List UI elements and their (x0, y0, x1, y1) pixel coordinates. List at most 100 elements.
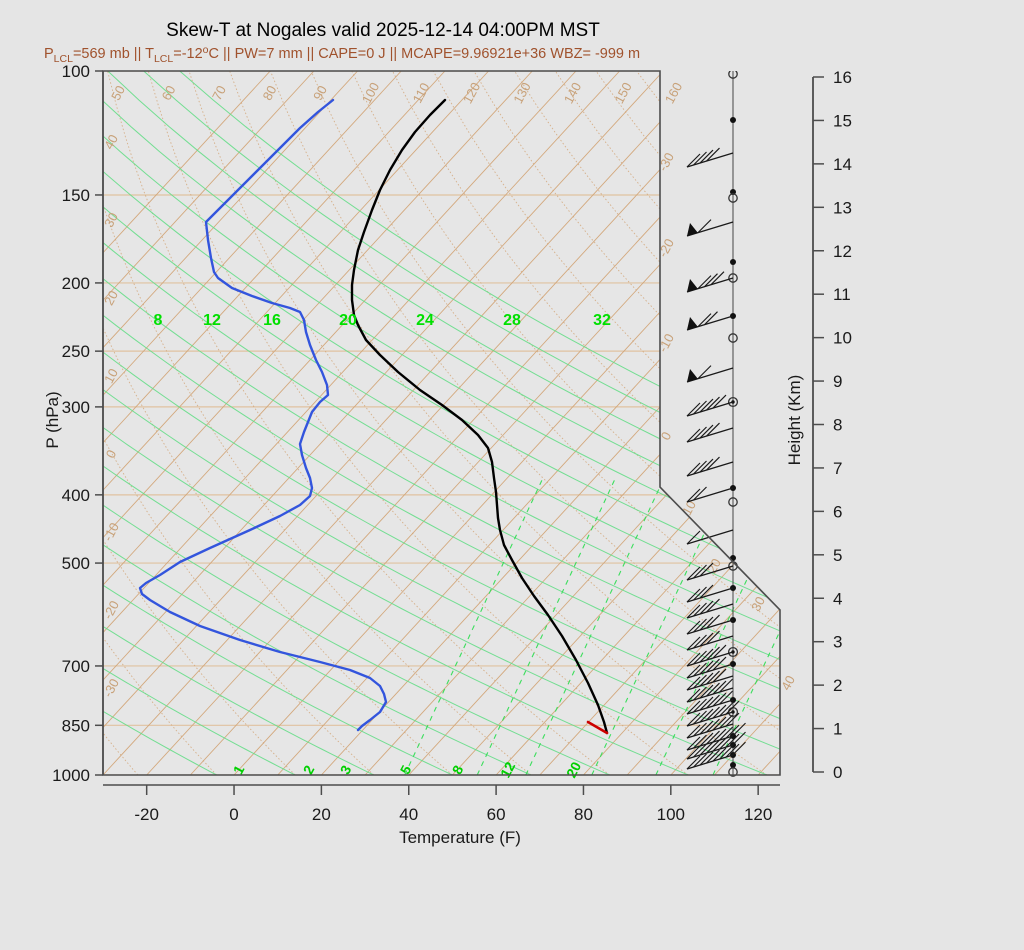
wind-barb (686, 394, 734, 417)
plcl-value: =569 mb || (73, 46, 145, 62)
wind-barb (686, 529, 734, 545)
moist-adiabat-label: 20 (339, 312, 357, 329)
degree-symbol: o (203, 44, 209, 56)
wind-barb (686, 690, 734, 715)
moist-adiabat-label: 28 (503, 312, 521, 329)
wind-barb (686, 271, 734, 293)
chart-subtitle: PLCL=569 mb || TLCL=-12oC || PW=7 mm || … (44, 44, 640, 65)
wind-barb (686, 147, 734, 168)
wind-barb (686, 456, 734, 477)
dry-adiabat-label: 50 (108, 83, 128, 103)
isotherm-label-right: 40 (778, 673, 798, 693)
wind-level-ring (728, 273, 738, 283)
height-tick-label: 13 (833, 198, 852, 217)
pressure-tick-label: 400 (62, 486, 90, 505)
wind-barb (686, 741, 746, 770)
height-tick-label: 5 (833, 546, 842, 565)
dry-adiabat-label: 70 (209, 83, 229, 103)
pressure-tick-label: 700 (62, 657, 90, 676)
temperature-tick-label: 80 (574, 805, 593, 824)
moist-adiabat-label: 16 (263, 312, 281, 329)
pressure-tick-label: 200 (62, 274, 90, 293)
pressure-axis: 100 150 200 250 300 400 500 700 850 1000 (52, 62, 104, 785)
pressure-axis-label: P (hPa) (43, 391, 62, 448)
height-axis-label: Height (Km) (785, 375, 804, 466)
svg-text:PLCL=569 mb || TLCL=-12oC || P: PLCL=569 mb || TLCL=-12oC || PW=7 mm || … (44, 44, 640, 65)
wind-barb (686, 644, 734, 667)
temperature-tick-label: 20 (312, 805, 331, 824)
pressure-tick-label: 100 (62, 62, 90, 81)
tlcl-unit: C || PW=7 mm || CAPE=0 J || MCAPE=9.9692… (209, 46, 641, 62)
wind-barb (686, 722, 746, 751)
height-tick-label: 0 (833, 763, 842, 782)
isotherm-label-left: 40 (101, 132, 121, 152)
wind-barb (686, 700, 740, 727)
parcel-profile-line (586, 720, 609, 735)
dry-adiabat-label: 80 (260, 83, 280, 103)
height-tick-label: 8 (833, 416, 842, 435)
height-tick-label: 16 (833, 68, 852, 87)
wind-barb (686, 630, 734, 651)
dry-adiabat-label: 90 (310, 83, 330, 103)
temperature-axis: -20 0 20 40 60 80 100 120 (103, 784, 780, 824)
isotherm-label-right: 30 (748, 594, 768, 614)
plot-area-background (103, 71, 780, 775)
wind-barb (686, 668, 734, 691)
pressure-tick-label: 850 (62, 716, 90, 735)
pressure-tick-label: 1000 (52, 766, 90, 785)
isotherm-label-left: 10 (101, 366, 121, 386)
wind-level-dot (730, 762, 736, 768)
temperature-tick-label: 100 (657, 805, 685, 824)
wind-barb (686, 365, 734, 383)
isotherm-label-left: 20 (101, 288, 121, 308)
pressure-tick-label: 250 (62, 342, 90, 361)
wind-barb (686, 219, 734, 237)
wind-barb (686, 486, 734, 503)
wind-level-ring (728, 71, 738, 79)
tlcl-symbol: T (145, 46, 154, 62)
height-tick-label: 11 (833, 285, 851, 304)
wind-barb (686, 614, 734, 635)
dry-adiabat-label: 60 (159, 83, 179, 103)
tlcl-value: =-12 (173, 46, 202, 62)
wind-barb (686, 712, 740, 739)
moist-adiabat-label: 8 (154, 312, 163, 329)
temperature-tick-label: 40 (399, 805, 418, 824)
wind-barb (686, 422, 734, 443)
isotherm-label-left: 30 (101, 210, 121, 230)
plcl-symbol: P (44, 46, 54, 62)
tlcl-subscript: LCL (154, 53, 173, 65)
height-tick-label: 12 (833, 242, 852, 261)
wind-level-ring (728, 767, 738, 777)
height-tick-label: 4 (833, 589, 842, 608)
sounding-curves (138, 98, 609, 735)
height-tick-label: 1 (833, 720, 842, 739)
temperature-tick-label: 60 (487, 805, 506, 824)
pressure-tick-label: 500 (62, 554, 90, 573)
moist-adiabat-label: 32 (593, 312, 611, 329)
wind-barb (686, 731, 746, 760)
isotherm-label-right: 10 (679, 498, 699, 518)
wind-barb (686, 656, 734, 679)
height-tick-label: 2 (833, 676, 842, 695)
plcl-subscript: LCL (54, 53, 73, 65)
height-tick-label: 14 (833, 155, 852, 174)
dewpoint-profile-line (138, 98, 388, 732)
temperature-profile-line (350, 98, 609, 735)
height-tick-label: 7 (833, 459, 842, 478)
wind-barb (686, 311, 734, 331)
chart-title: Skew-T at Nogales valid 2025-12-14 04:00… (166, 20, 600, 41)
wind-level-ring (728, 497, 738, 507)
wind-barb-column (686, 71, 746, 777)
moist-adiabat-label: 24 (416, 312, 434, 329)
wind-level-dot (730, 117, 736, 123)
temperature-tick-label: 120 (744, 805, 772, 824)
height-tick-label: 15 (833, 111, 852, 130)
height-tick-label: 10 (833, 329, 852, 348)
wind-barb (686, 562, 734, 581)
wind-barb (686, 598, 734, 619)
temperature-tick-label: 0 (229, 805, 238, 824)
